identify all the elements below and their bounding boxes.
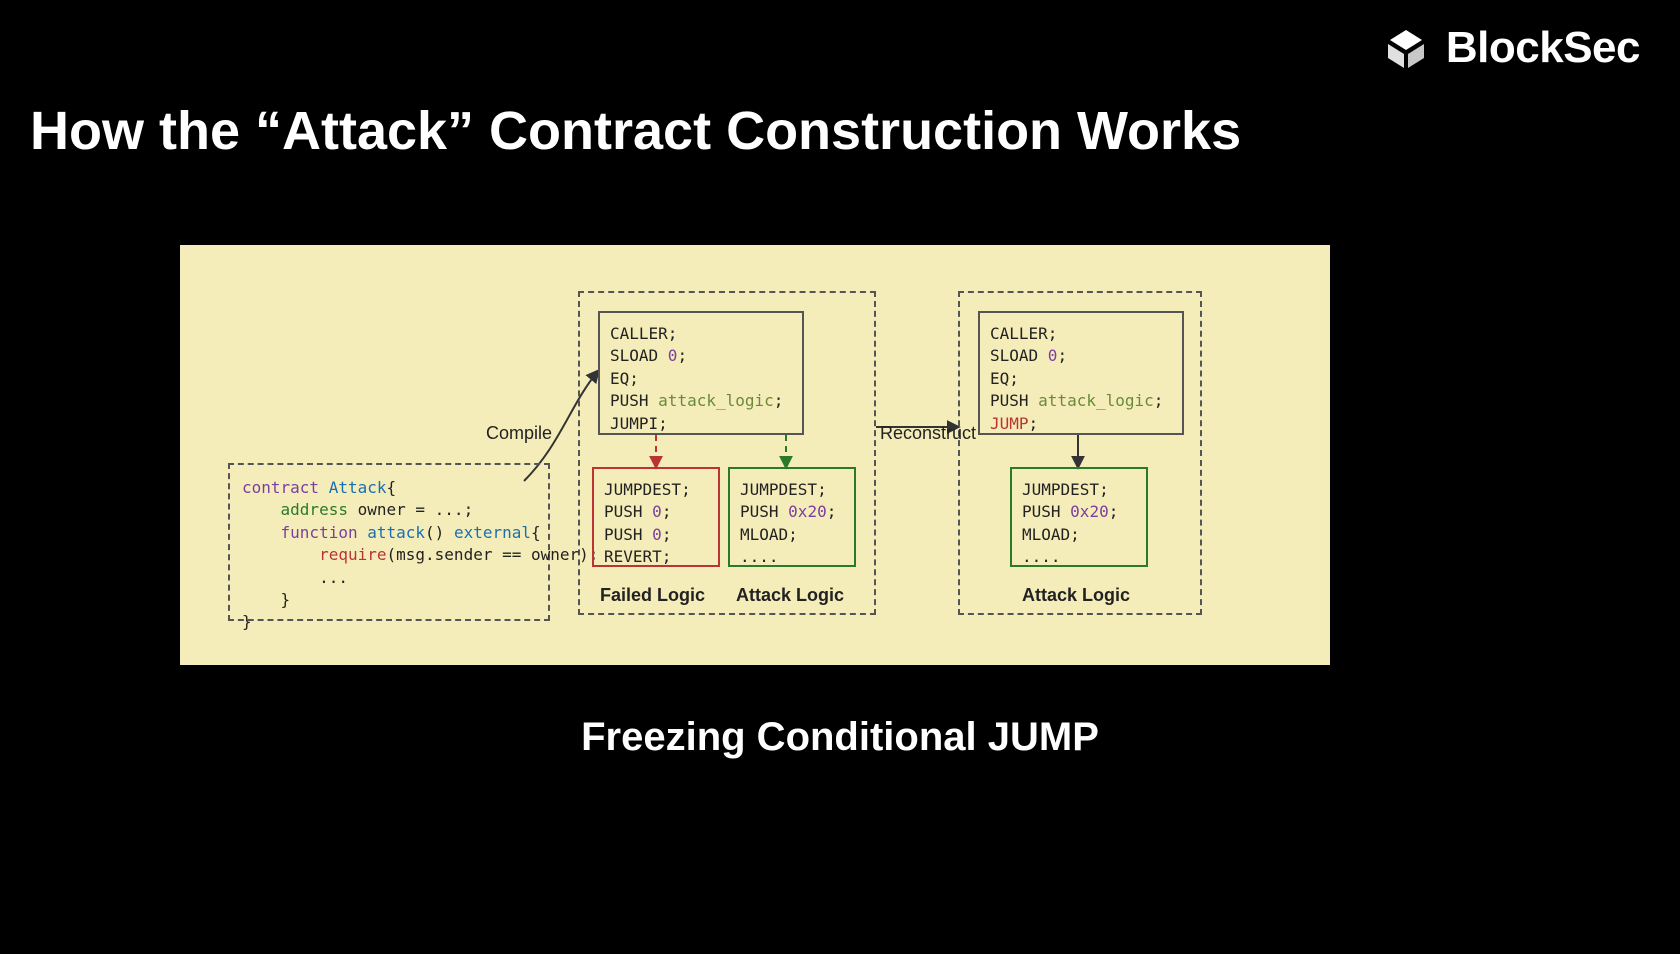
middle-top-opcode-box: CALLER;SLOAD 0;EQ;PUSH attack_logic;JUMP…	[598, 311, 804, 435]
diagram-canvas: contract Attack{ address owner = ...; fu…	[180, 245, 1330, 665]
logo-text: BlockSec	[1446, 23, 1640, 73]
source-code-box: contract Attack{ address owner = ...; fu…	[228, 463, 550, 621]
logo-icon	[1378, 20, 1434, 76]
middle-attack-opcode-box: JUMPDEST;PUSH 0x20;MLOAD;....	[728, 467, 856, 567]
attack-logic-label-mid: Attack Logic	[736, 585, 844, 606]
attack-logic-label-right: Attack Logic	[1022, 585, 1130, 606]
brand-logo: BlockSec	[1378, 20, 1640, 76]
right-attack-opcode-box: JUMPDEST;PUSH 0x20;MLOAD;....	[1010, 467, 1148, 567]
slide: BlockSec How the “Attack” Contract Const…	[0, 0, 1680, 954]
compile-label: Compile	[486, 423, 552, 444]
failed-logic-label: Failed Logic	[600, 585, 705, 606]
reconstruct-label: Reconstruct	[880, 423, 976, 444]
right-top-opcode-box: CALLER;SLOAD 0;EQ;PUSH attack_logic;JUMP…	[978, 311, 1184, 435]
middle-fail-opcode-box: JUMPDEST;PUSH 0;PUSH 0;REVERT;	[592, 467, 720, 567]
slide-title: How the “Attack” Contract Construction W…	[30, 100, 1241, 162]
slide-subtitle: Freezing Conditional JUMP	[0, 715, 1680, 760]
